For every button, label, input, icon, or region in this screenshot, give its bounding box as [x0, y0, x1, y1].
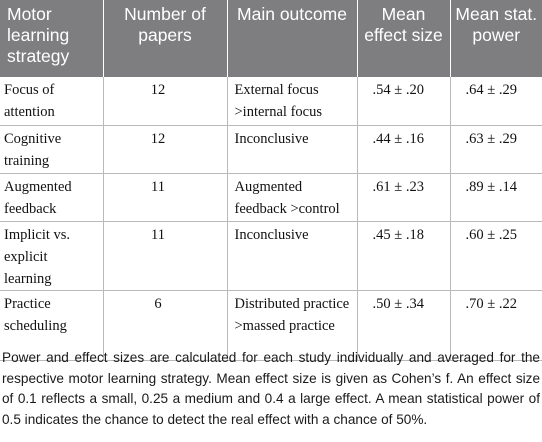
table-body: Focus of attention 12 External focus >in…	[0, 77, 542, 361]
cell-number-of-papers: 12	[103, 77, 228, 126]
cell-mean-effect-size: .54 ± .20	[357, 77, 451, 126]
cell-main-outcome: Distributed practice >massed practice	[227, 290, 358, 361]
cell-mean-stat-power: .63 ± .29	[450, 125, 542, 174]
cell-number-of-papers: 11	[103, 221, 228, 291]
cell-strategy: Cognitive training	[0, 125, 104, 174]
cell-mean-stat-power: .89 ± .14	[450, 173, 542, 222]
cell-mean-stat-power: .64 ± .29	[450, 77, 542, 126]
cell-number-of-papers: 6	[103, 290, 228, 361]
cell-mean-effect-size: .45 ± .18	[357, 221, 451, 291]
cell-main-outcome: Augmented feedback >control	[227, 173, 358, 222]
cell-strategy: Augmented feedback	[0, 173, 104, 222]
cell-mean-effect-size: .50 ± .34	[357, 290, 451, 361]
header-motor-learning-strategy: Motor learning strategy	[0, 0, 104, 77]
table-row: Practice scheduling 6 Distributed practi…	[0, 290, 542, 361]
table-row: Implicit vs. explicit learning 11 Inconc…	[0, 221, 542, 291]
motor-learning-strategies-table: Motor learning strategy Number of papers…	[0, 0, 542, 361]
table-header: Motor learning strategy Number of papers…	[0, 0, 542, 77]
cell-main-outcome: External focus >internal focus	[227, 77, 358, 126]
cell-strategy: Focus of attention	[0, 77, 104, 126]
cell-mean-effect-size: .44 ± .16	[357, 125, 451, 174]
cell-strategy: Implicit vs. explicit learning	[0, 221, 104, 291]
cell-mean-stat-power: .70 ± .22	[450, 290, 542, 361]
table-row: Augmented feedback 11 Augmented feedback…	[0, 173, 542, 222]
header-row: Motor learning strategy Number of papers…	[0, 0, 542, 77]
header-mean-effect-size: Mean effect size	[357, 0, 451, 77]
results-table-container: Motor learning strategy Number of papers…	[0, 0, 542, 361]
table-footnote: Power and effect sizes are calculated fo…	[2, 350, 540, 427]
header-mean-stat-power: Mean stat. power	[450, 0, 542, 77]
cell-main-outcome: Inconclusive	[227, 125, 358, 174]
cell-mean-stat-power: .60 ± .25	[450, 221, 542, 291]
cell-mean-effect-size: .61 ± .23	[357, 173, 451, 222]
cell-main-outcome: Inconclusive	[227, 221, 358, 291]
header-number-of-papers: Number of papers	[103, 0, 228, 77]
table-row: Cognitive training 12 Inconclusive .44 ±…	[0, 125, 542, 174]
cell-number-of-papers: 12	[103, 125, 228, 174]
cell-strategy: Practice scheduling	[0, 290, 104, 361]
table-row: Focus of attention 12 External focus >in…	[0, 77, 542, 126]
cell-number-of-papers: 11	[103, 173, 228, 222]
header-main-outcome: Main outcome	[227, 0, 358, 77]
